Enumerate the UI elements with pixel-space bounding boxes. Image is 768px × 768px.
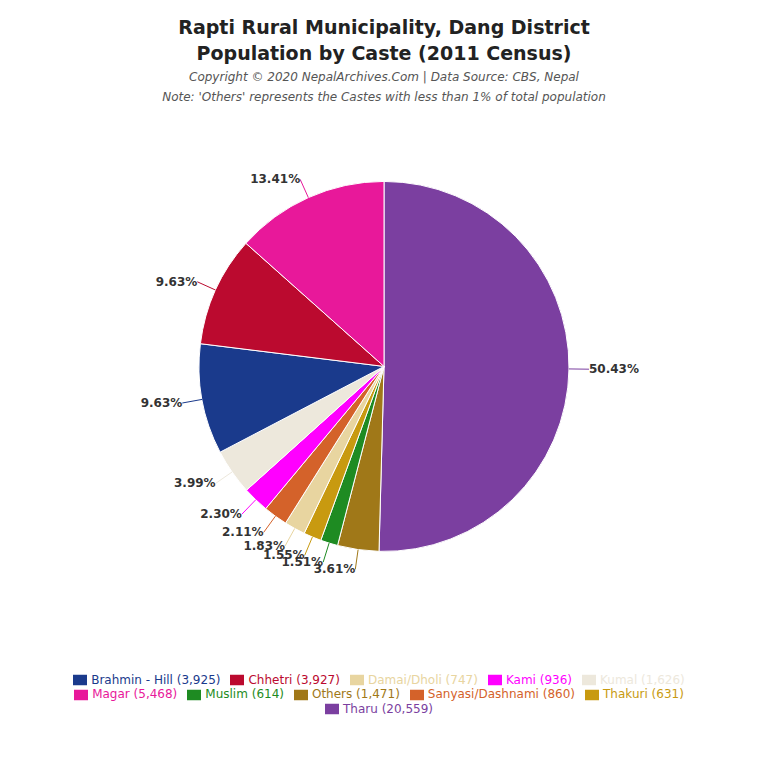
html-text:Brahmin - Hill (3,925): Brahmin - Hill (3,925) [91, 672, 221, 687]
html-text:Damai/Dholi (747): Damai/Dholi (747) [367, 672, 478, 687]
html-text:Kami (936): Kami (936) [505, 672, 572, 687]
html-text:Thakuri (631): Thakuri (631) [603, 687, 684, 701]
html-text:Population by Caste (2011 Cens: Population by Caste (2011 Census) [196, 42, 572, 64]
svg-text:1.83%: 1.83% [243, 539, 285, 553]
html-text:Copyright © 2020 NepalArchives: Copyright © 2020 NepalArchives.Com | Dat… [189, 70, 579, 84]
html-text:Sanyasi/Dashnami (860): Sanyasi/Dashnami (860) [427, 687, 575, 701]
html-text:Tharu (20,559): Tharu (20,559) [343, 701, 433, 716]
svg-text:3.99%: 3.99% [174, 476, 216, 490]
svg-text:1.55%: 1.55% [263, 548, 305, 563]
svg-text:50.43%: 50.43% [589, 362, 639, 376]
html-text:Muslim (614): Muslim (614) [205, 687, 284, 701]
svg-text:2.11%: 2.11% [222, 525, 264, 539]
svg-text:9.63%: 9.63% [156, 275, 198, 289]
svg-text:9.63%: 9.63% [141, 396, 183, 410]
svg-text:2.30%: 2.30% [200, 507, 242, 521]
html-text:Chhetri (3,927): Chhetri (3,927) [248, 672, 340, 687]
html-text:Note: 'Others' represents the: Note: 'Others' represents the Castes wit… [162, 90, 606, 104]
svg-text:3.61%: 3.61% [313, 562, 356, 577]
html-text:Others (1,471): Others (1,471) [312, 687, 400, 701]
html-text:Rapti Rural Municipality, Dang: Rapti Rural Municipality, Dang District [178, 16, 590, 38]
html-text:Magar (5,468): Magar (5,468) [92, 687, 178, 701]
svg-text:13.41%: 13.41% [250, 172, 300, 186]
html-text:Kumal (1,626): Kumal (1,626) [600, 672, 685, 687]
